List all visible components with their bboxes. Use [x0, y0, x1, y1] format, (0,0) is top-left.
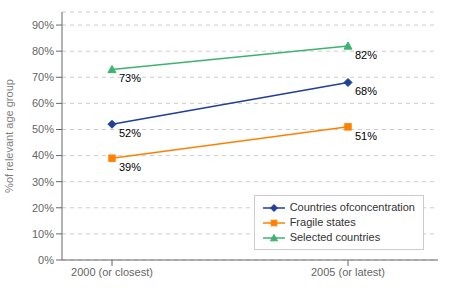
svg-text:39%: 39% [119, 161, 141, 173]
svg-text:50%: 50% [32, 123, 54, 135]
svg-text:2000 (or closest): 2000 (or closest) [71, 266, 153, 278]
svg-text:68%: 68% [355, 85, 377, 97]
svg-text:82%: 82% [355, 49, 377, 61]
svg-text:10%: 10% [32, 228, 54, 240]
svg-text:2005 (or latest): 2005 (or latest) [311, 266, 385, 278]
svg-text:51%: 51% [355, 130, 377, 142]
html-text:Countries ofconcentration: Countries ofconcentration [289, 201, 415, 213]
html-text:Selected countries: Selected countries [289, 231, 381, 243]
svg-text:0%: 0% [38, 254, 54, 266]
svg-text:%of relevant age group: %of relevant age group [8, 79, 15, 193]
svg-text:20%: 20% [32, 202, 54, 214]
svg-text:40%: 40% [32, 149, 54, 161]
svg-text:60%: 60% [32, 97, 54, 109]
svg-text:52%: 52% [119, 127, 141, 139]
svg-text:80%: 80% [32, 45, 54, 57]
svg-text:70%: 70% [32, 71, 54, 83]
svg-text:73%: 73% [119, 72, 141, 84]
svg-text:30%: 30% [32, 176, 54, 188]
svg-text:90%: 90% [32, 19, 54, 31]
html-text:Fragile states: Fragile states [289, 216, 356, 228]
